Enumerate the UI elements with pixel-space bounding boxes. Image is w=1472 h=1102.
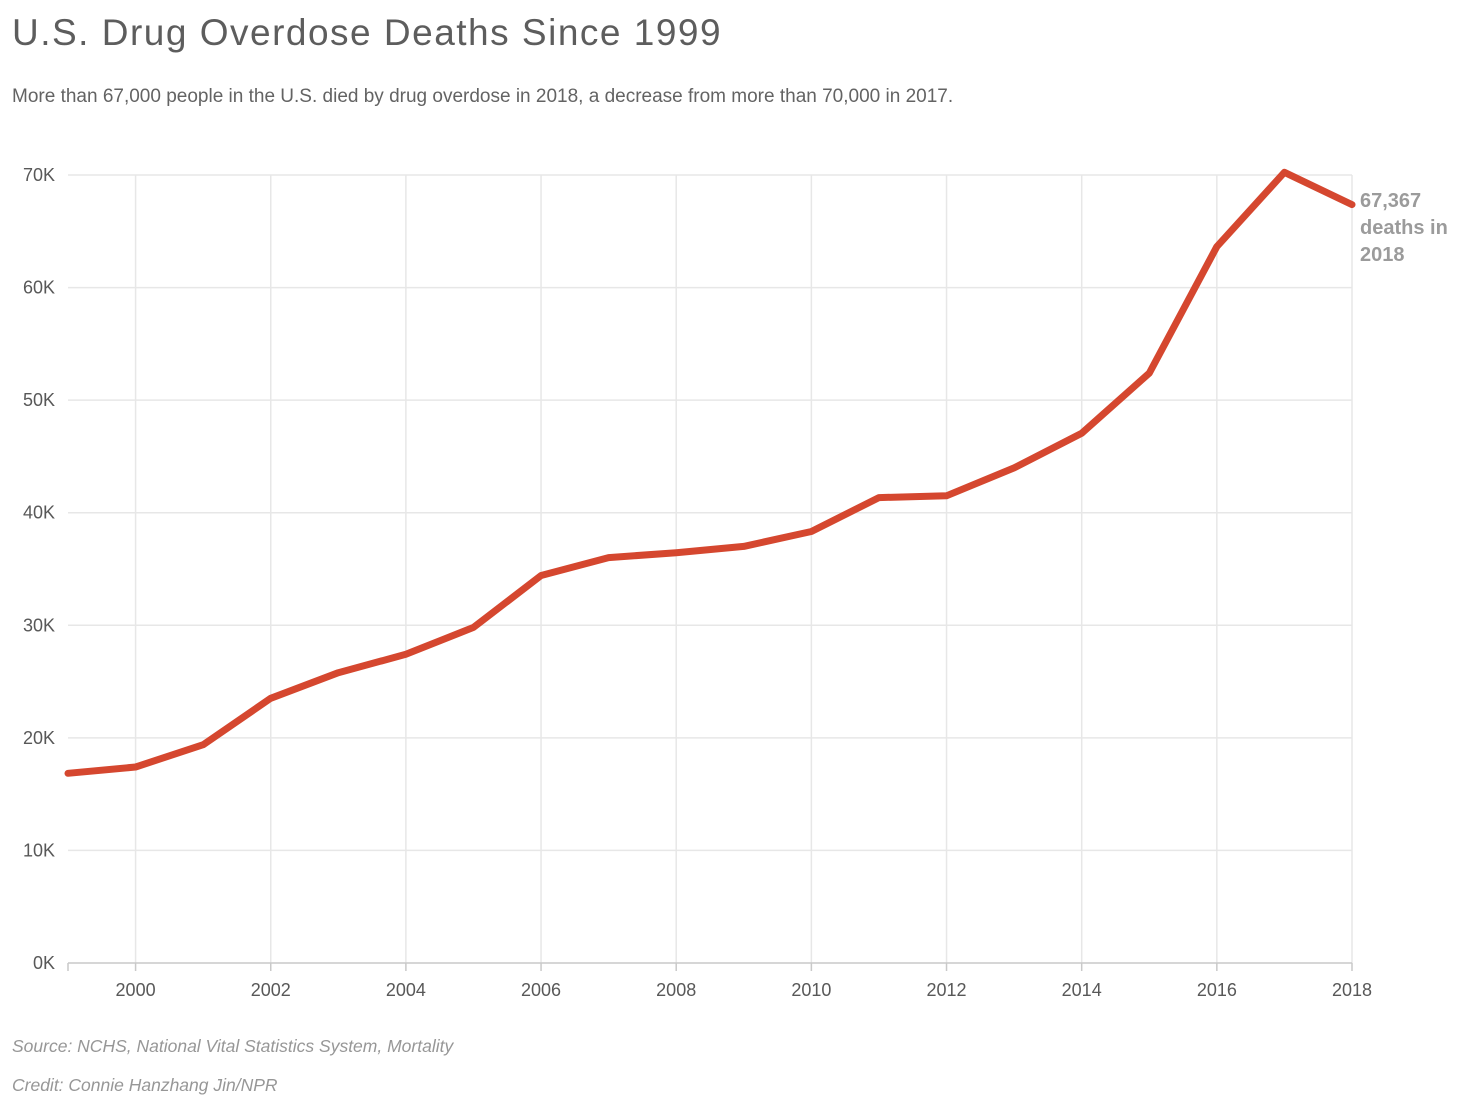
deaths-line-series <box>64 168 1356 777</box>
x-tick-label: 2010 <box>791 980 831 1000</box>
y-tick-label: 70K <box>23 165 55 185</box>
x-tick-label: 2002 <box>251 980 291 1000</box>
chart-subtitle: More than 67,000 people in the U.S. died… <box>12 86 954 107</box>
source-note: Source: NCHS, National Vital Statistics … <box>12 1036 454 1056</box>
y-tick-label: 60K <box>23 278 55 298</box>
data-point-annotation: 67,367 deaths in 2018 <box>1360 190 1448 266</box>
x-tick-label: 2008 <box>656 980 696 1000</box>
x-tick-label: 2006 <box>521 980 561 1000</box>
y-tick-label: 10K <box>23 840 55 860</box>
x-tick-label: 2016 <box>1197 980 1237 1000</box>
y-tick-label: 0K <box>33 953 55 973</box>
x-tick-label: 2004 <box>386 980 426 1000</box>
x-tick-label: 2012 <box>927 980 967 1000</box>
page-title: U.S. Drug Overdose Deaths Since 1999 <box>12 12 723 53</box>
line-chart: 0K 10K 20K 30K 40K 50K 60K 70K 2000 2002 2004 2006 2… <box>23 165 1372 1000</box>
x-tick-label: 2000 <box>116 980 156 1000</box>
x-tick-label: 2014 <box>1062 980 1102 1000</box>
y-tick-label: 40K <box>23 503 55 523</box>
y-tick-label: 20K <box>23 728 55 748</box>
credit-note: Credit: Connie Hanzhang Jin/NPR <box>12 1075 278 1095</box>
y-tick-label: 30K <box>23 615 55 635</box>
x-tick-label: 2018 <box>1332 980 1372 1000</box>
y-tick-label: 50K <box>23 390 55 410</box>
